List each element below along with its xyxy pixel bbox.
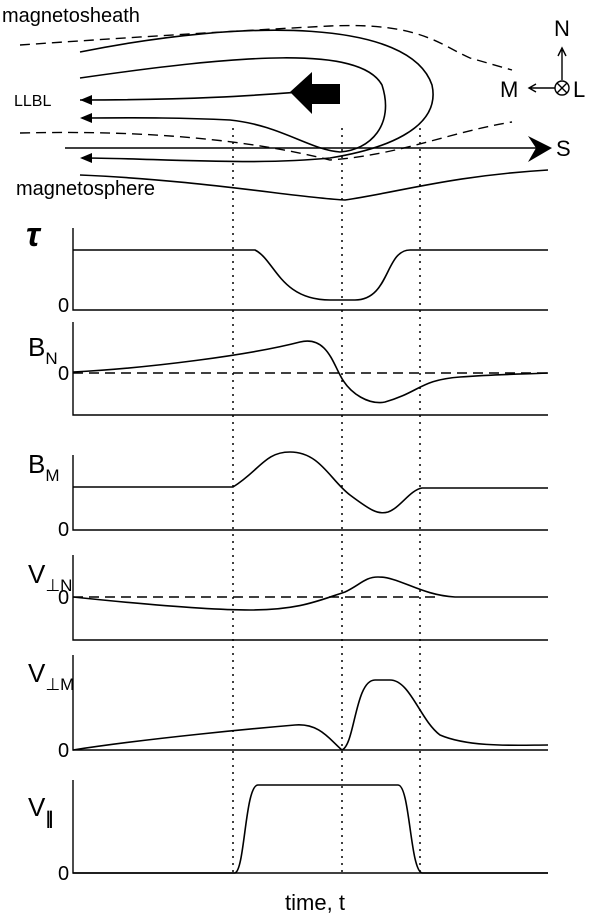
axis	[72, 455, 548, 531]
zero-label: 0	[58, 587, 69, 609]
axis	[72, 655, 548, 751]
streamline	[79, 91, 301, 101]
compass	[527, 82, 568, 94]
zero-label: 0	[58, 740, 69, 762]
panel-label: BN	[28, 332, 58, 368]
curve	[72, 679, 549, 751]
panel-label: BM	[28, 449, 60, 485]
curve	[73, 451, 548, 514]
boundary	[19, 24, 513, 71]
axis	[72, 555, 548, 641]
axis-label: L	[573, 77, 585, 102]
time-marker	[232, 128, 421, 873]
streamline	[79, 169, 549, 201]
streamline	[79, 57, 387, 153]
axis-label: M	[500, 77, 518, 102]
curve	[73, 784, 548, 874]
compass	[557, 46, 567, 80]
curve	[72, 340, 549, 404]
zero-label: 0	[58, 363, 69, 385]
panel-label: V∥	[28, 792, 54, 828]
boundary	[19, 121, 513, 161]
axis-label: S	[556, 136, 571, 161]
arrowhead	[528, 136, 552, 162]
flow-arrow	[290, 72, 340, 114]
panel-label: τ	[26, 216, 42, 254]
region-label: magnetosheath	[2, 5, 140, 27]
curve	[73, 249, 548, 301]
zero-label: 0	[58, 519, 69, 541]
zero-label: 0	[58, 863, 69, 885]
x-axis-label: time, t	[285, 890, 345, 915]
panel-label: V⊥N	[28, 559, 72, 595]
curve	[72, 576, 548, 611]
axis-label: N	[554, 16, 570, 41]
region-label: magnetosphere	[16, 178, 155, 200]
panel-label: V⊥M	[28, 658, 74, 694]
flow-schematic: magnetosheath LLBL magnetosphere S N M L	[2, 5, 585, 201]
region-label: LLBL	[14, 93, 51, 110]
axis	[72, 780, 548, 874]
streamline	[79, 29, 434, 163]
axis	[72, 322, 548, 416]
arrowhead	[80, 95, 92, 163]
axis	[72, 228, 548, 311]
zero-label: 0	[58, 295, 69, 317]
